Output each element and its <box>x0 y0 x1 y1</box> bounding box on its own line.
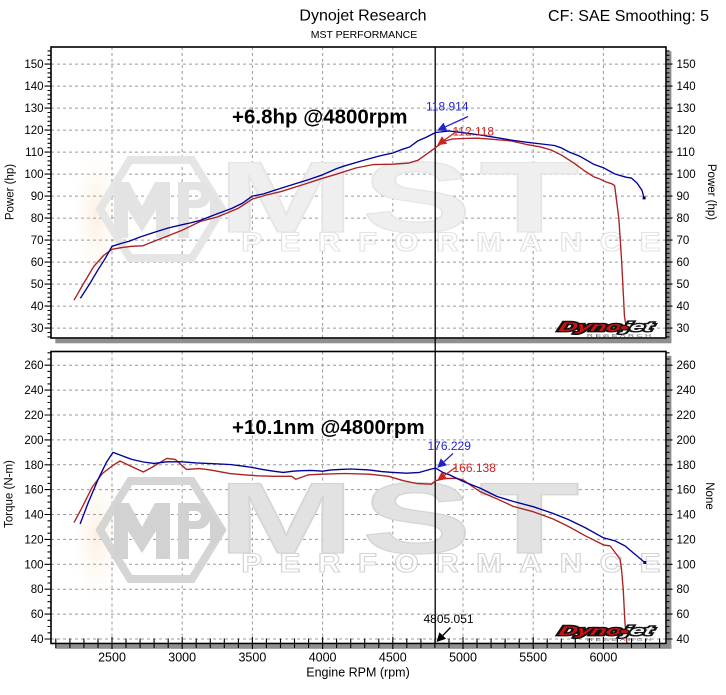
svg-text:200: 200 <box>677 435 696 447</box>
svg-text:260: 260 <box>677 360 696 372</box>
svg-text:160: 160 <box>24 485 43 497</box>
svg-text:80: 80 <box>677 213 690 225</box>
svg-text:140: 140 <box>24 81 43 93</box>
svg-text:CF: SAE Smoothing: 5: CF: SAE Smoothing: 5 <box>548 8 709 25</box>
svg-text:140: 140 <box>677 510 696 522</box>
svg-text:100: 100 <box>24 169 43 181</box>
svg-text:100: 100 <box>677 559 696 571</box>
svg-text:jet: jet <box>618 320 656 334</box>
svg-text:2500: 2500 <box>98 651 126 665</box>
svg-text:240: 240 <box>24 385 43 397</box>
svg-text:130: 130 <box>677 103 696 115</box>
svg-text:160: 160 <box>677 485 696 497</box>
svg-text:50: 50 <box>677 279 690 291</box>
svg-text:240: 240 <box>677 385 696 397</box>
svg-text:200: 200 <box>24 435 43 447</box>
svg-text:220: 220 <box>24 410 43 422</box>
svg-text:3000: 3000 <box>168 651 196 665</box>
svg-text:80: 80 <box>31 584 44 596</box>
svg-text:140: 140 <box>677 81 696 93</box>
svg-text:jet: jet <box>618 320 656 334</box>
svg-text:40: 40 <box>677 301 690 313</box>
svg-text:4805.051: 4805.051 <box>424 612 474 626</box>
svg-text:220: 220 <box>677 410 696 422</box>
svg-text:130: 130 <box>24 103 43 115</box>
svg-text:MST: MST <box>218 462 588 575</box>
svg-text:+10.1nm @4800rpm: +10.1nm @4800rpm <box>232 416 425 439</box>
svg-text:30: 30 <box>31 323 44 335</box>
svg-text:118.914: 118.914 <box>426 100 469 114</box>
svg-text:80: 80 <box>677 584 690 596</box>
svg-text:MST: MST <box>218 141 588 254</box>
svg-text:50: 50 <box>31 279 44 291</box>
svg-text:176.229: 176.229 <box>428 439 472 453</box>
svg-text:70: 70 <box>31 235 44 247</box>
svg-text:MST PERFORMANCE: MST PERFORMANCE <box>311 29 418 41</box>
svg-text:6000: 6000 <box>589 651 617 665</box>
svg-text:90: 90 <box>31 191 44 203</box>
svg-text:60: 60 <box>677 609 690 621</box>
svg-text:jet: jet <box>618 624 656 638</box>
svg-text:5000: 5000 <box>449 651 477 665</box>
svg-text:60: 60 <box>31 609 44 621</box>
svg-text:100: 100 <box>24 559 43 571</box>
svg-text:112.118: 112.118 <box>453 125 495 139</box>
svg-text:120: 120 <box>24 534 43 546</box>
svg-text:Dyno: Dyno <box>557 320 623 334</box>
svg-text:RESEARCH: RESEARCH <box>587 334 654 338</box>
svg-text:Engine RPM (rpm): Engine RPM (rpm) <box>306 666 410 680</box>
svg-text:140: 140 <box>24 510 43 522</box>
svg-text:166.138: 166.138 <box>453 461 497 475</box>
svg-text:60: 60 <box>31 257 44 269</box>
svg-text:Dynojet Research: Dynojet Research <box>299 8 426 25</box>
svg-text:Torque (N-m): Torque (N-m) <box>4 460 16 528</box>
svg-text:+6.8hp @4800rpm: +6.8hp @4800rpm <box>232 106 408 129</box>
svg-text:Power (hp): Power (hp) <box>5 164 17 220</box>
svg-text:Dyno: Dyno <box>557 624 623 638</box>
svg-text:None: None <box>703 482 715 510</box>
svg-text:150: 150 <box>24 59 43 71</box>
svg-text:Dyno: Dyno <box>557 320 623 334</box>
svg-text:5500: 5500 <box>519 651 547 665</box>
svg-text:260: 260 <box>24 360 43 372</box>
svg-text:110: 110 <box>677 147 695 159</box>
svg-text:RESEARCH: RESEARCH <box>587 638 654 642</box>
svg-text:Power (hp): Power (hp) <box>705 164 717 220</box>
svg-text:180: 180 <box>677 460 696 472</box>
svg-text:120: 120 <box>24 125 43 137</box>
svg-text:70: 70 <box>677 235 690 247</box>
svg-text:4500: 4500 <box>379 651 407 665</box>
svg-text:100: 100 <box>677 169 696 181</box>
svg-text:80: 80 <box>31 213 44 225</box>
svg-text:30: 30 <box>677 323 690 335</box>
svg-text:4000: 4000 <box>309 651 337 665</box>
svg-text:40: 40 <box>31 634 44 646</box>
svg-text:180: 180 <box>24 460 43 472</box>
svg-text:PERFORMANCE: PERFORMANCE <box>241 228 678 258</box>
svg-text:3500: 3500 <box>238 651 266 665</box>
svg-text:Dyno: Dyno <box>557 624 623 638</box>
svg-text:110: 110 <box>25 147 43 159</box>
svg-text:40: 40 <box>31 301 44 313</box>
svg-text:120: 120 <box>677 534 696 546</box>
svg-text:40: 40 <box>677 634 690 646</box>
svg-text:jet: jet <box>618 624 656 638</box>
svg-text:150: 150 <box>677 59 696 71</box>
svg-text:90: 90 <box>677 191 690 203</box>
svg-text:120: 120 <box>677 125 696 137</box>
svg-text:60: 60 <box>677 257 690 269</box>
svg-text:PERFORMANCE: PERFORMANCE <box>241 549 678 579</box>
